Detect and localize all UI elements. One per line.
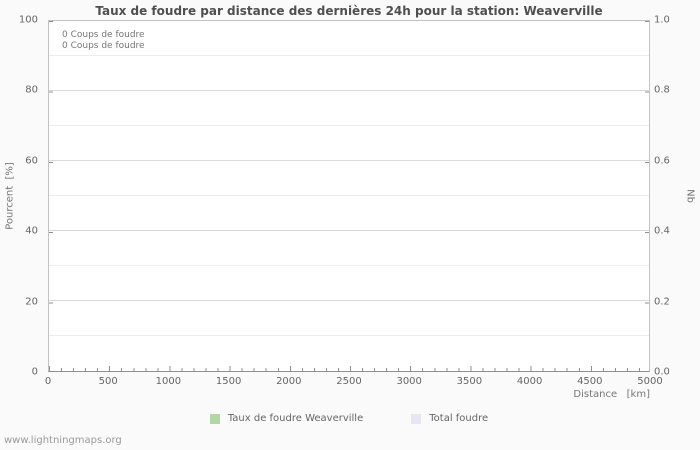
y-tick-label: 0	[31, 366, 38, 378]
gridline-major	[49, 90, 649, 91]
strike-count-annotations: 0 Coups de foudre 0 Coups de foudre	[62, 30, 145, 52]
y2-tick-label: 1.0	[654, 14, 670, 26]
strike-count-line: 0 Coups de foudre	[62, 30, 145, 40]
y-axis-left-ticks	[49, 21, 53, 371]
legend: Taux de foudre Weaverville Total foudre	[48, 413, 650, 424]
legend-swatch-rate	[209, 413, 220, 424]
y-tick-label: 40	[25, 225, 38, 237]
y-tick-label: 80	[25, 84, 38, 96]
x-axis-labels: 0 500 1000 1500 2000 2500 3000 3500 4000…	[44, 376, 663, 388]
legend-item-total: Total foudre	[411, 413, 488, 424]
gridline-minor	[49, 125, 649, 126]
y2-tick-label: 0.0	[654, 366, 670, 378]
y2-tick-label: 0.6	[654, 155, 670, 167]
x-tick-label: 2500	[336, 376, 362, 387]
y2-tick-label: 0.2	[654, 296, 670, 308]
x-tick-label: 2000	[276, 376, 302, 387]
y-axis-left-labels: 0 20 40 60 80 100	[0, 15, 44, 378]
y-axis-right-labels: 0.0 0.2 0.4 0.6 0.8 1.0	[654, 15, 698, 378]
legend-label-total: Total foudre	[429, 413, 489, 424]
watermark: www.lightningmaps.org	[4, 435, 122, 446]
x-axis-major-ticks	[49, 366, 649, 371]
chart-title: Taux de foudre par distance des dernière…	[95, 4, 603, 18]
x-tick-label: 3500	[456, 376, 483, 387]
x-tick-label: 0	[44, 376, 52, 387]
legend-swatch-total	[411, 413, 422, 424]
y-tick-label: 60	[25, 155, 38, 167]
plot-area: 0 Coups de foudre 0 Coups de foudre	[48, 20, 650, 372]
gridline-minor	[49, 55, 649, 56]
y-axis-right-ticks	[645, 21, 649, 371]
gridline-minor	[49, 195, 649, 196]
x-tick-label: 3000	[396, 376, 422, 387]
gridline-major	[49, 230, 649, 231]
y-tick-label: 20	[25, 296, 38, 308]
y2-tick-label: 0.4	[654, 225, 670, 237]
legend-label-rate: Taux de foudre Weaverville	[227, 413, 364, 424]
gridline-minor	[49, 335, 649, 336]
x-axis-label: Distance [km]	[573, 389, 650, 400]
gridline-minor	[49, 265, 649, 266]
x-tick-label: 1500	[215, 376, 242, 387]
y-tick-label: 100	[18, 14, 38, 26]
x-tick-label: 4500	[577, 376, 603, 387]
gridline-major	[49, 160, 649, 161]
legend-item-rate: Taux de foudre Weaverville	[209, 413, 364, 424]
x-tick-label: 1000	[155, 376, 182, 387]
gridline-major	[49, 300, 649, 301]
x-tick-label: 5000	[637, 376, 663, 387]
strike-count-line: 0 Coups de foudre	[62, 41, 145, 51]
x-tick-label: 500	[98, 376, 118, 387]
x-tick-label: 4000	[516, 376, 543, 387]
y2-tick-label: 0.8	[654, 84, 670, 96]
